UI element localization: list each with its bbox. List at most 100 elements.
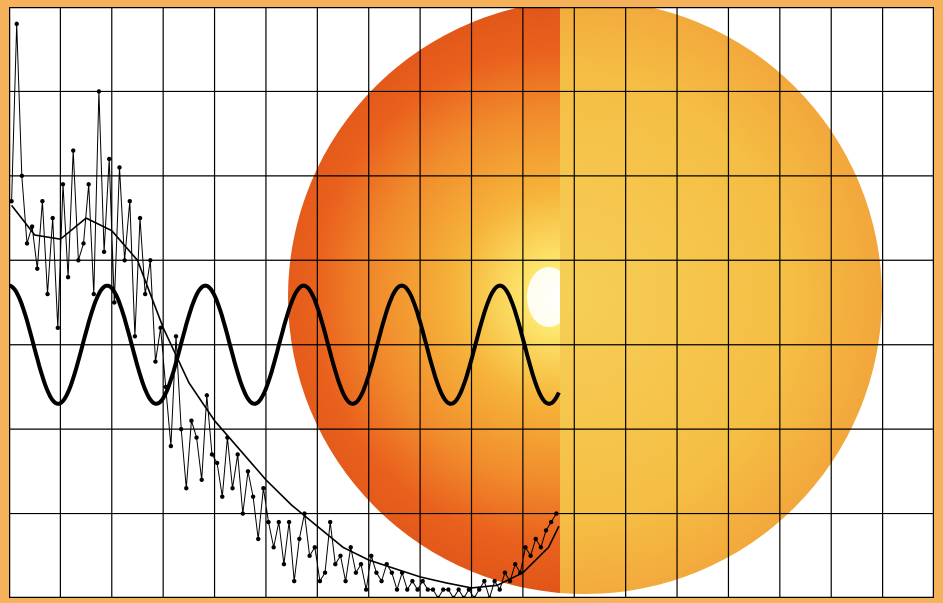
noisy-series-point <box>548 519 554 525</box>
noisy-series-point <box>415 587 420 592</box>
noisy-series-point <box>194 435 199 440</box>
noisy-series-point <box>81 241 86 246</box>
noisy-series-point <box>101 249 107 255</box>
noisy-series-point <box>45 291 50 297</box>
noisy-series-point <box>523 545 528 550</box>
noisy-series-point <box>148 258 153 263</box>
noisy-series-point <box>482 578 487 584</box>
noisy-series-point <box>29 224 35 229</box>
noisy-series-point <box>297 536 302 542</box>
noisy-series-point <box>250 494 256 499</box>
noisy-series-point <box>199 477 204 482</box>
noisy-series-point <box>276 519 281 525</box>
noisy-series-point <box>425 587 431 592</box>
noisy-series-point <box>369 553 374 558</box>
noisy-series-point <box>379 578 384 584</box>
noisy-series-point <box>153 359 158 364</box>
noisy-series-point <box>446 587 451 592</box>
noisy-series-point <box>9 198 14 204</box>
noisy-series-point <box>65 274 71 280</box>
sun-disk <box>288 7 882 594</box>
noisy-series-point <box>204 393 210 398</box>
noisy-series-point <box>137 215 143 221</box>
noisy-series-point <box>353 570 359 575</box>
noisy-series-point <box>220 494 225 499</box>
noisy-series-point <box>333 562 338 567</box>
noisy-series-point <box>292 578 297 584</box>
trend-series-line <box>10 204 560 589</box>
noisy-series-point <box>343 578 348 584</box>
noisy-series-point <box>24 241 30 246</box>
noisy-series-point <box>261 486 266 491</box>
noisy-series-point <box>348 545 353 550</box>
noisy-series-point <box>107 156 112 162</box>
noisy-series-point <box>112 300 117 305</box>
sine-series-line <box>9 283 561 406</box>
noisy-series-point <box>410 578 415 584</box>
noisy-series-point <box>117 165 122 170</box>
noisy-series-point <box>538 545 544 550</box>
noisy-series-point <box>86 182 91 187</box>
sun-texture <box>288 7 882 594</box>
noisy-series-point <box>286 519 292 525</box>
noisy-series-point <box>189 418 194 423</box>
noisy-series-point <box>40 198 45 204</box>
noisy-series-point <box>122 258 127 263</box>
noisy-series-point <box>374 570 379 575</box>
noisy-series-point <box>209 452 215 457</box>
noisy-series-point <box>266 519 271 525</box>
noisy-series-point <box>240 511 246 516</box>
noisy-series-point <box>358 562 364 567</box>
noisy-series-point <box>477 587 482 592</box>
noisy-series-point <box>456 587 461 592</box>
noisy-series-point <box>420 578 425 584</box>
noisy-series-point <box>71 148 76 153</box>
noisy-series-point <box>394 587 400 592</box>
noisy-series-point <box>76 258 81 263</box>
noisy-series-point <box>430 587 436 592</box>
noisy-series-point <box>96 89 102 94</box>
noisy-series-point <box>127 198 132 204</box>
noisy-series-point <box>142 291 148 297</box>
noisy-series-point <box>502 570 508 575</box>
noisy-series-point <box>543 528 549 533</box>
series-layer <box>9 21 561 598</box>
noisy-series-point <box>50 215 55 221</box>
noisy-series-point <box>497 587 502 592</box>
noisy-series-point <box>91 291 96 297</box>
noisy-series-point <box>441 587 446 592</box>
noisy-series-point <box>363 587 369 592</box>
noisy-series-point <box>533 536 538 542</box>
noisy-series-point <box>317 578 323 584</box>
noisy-series-point <box>256 536 261 542</box>
noisy-series-point <box>512 562 518 567</box>
noisy-series-point <box>55 325 61 331</box>
noisy-series-point <box>554 511 559 516</box>
plot-area <box>9 7 934 598</box>
noisy-series-point <box>322 570 328 575</box>
noisy-series-point <box>35 266 40 271</box>
noisy-series-point <box>60 182 66 187</box>
noisy-series-point <box>132 334 138 339</box>
noisy-series-point <box>405 587 410 592</box>
noisy-series-point <box>19 173 25 179</box>
noisy-series-point <box>178 426 184 432</box>
sun-core <box>527 267 560 327</box>
noisy-series-point <box>184 486 189 491</box>
noisy-series-point <box>271 545 276 550</box>
noisy-series-point <box>492 578 497 584</box>
noisy-series-point <box>389 570 395 575</box>
noisy-series-point <box>281 562 287 567</box>
noisy-series-point <box>327 519 333 525</box>
noisy-series-point <box>214 460 220 466</box>
noisy-series-point <box>528 553 533 558</box>
noisy-series-point <box>245 469 251 474</box>
noisy-series-point <box>312 545 317 550</box>
noisy-series-point <box>466 587 472 592</box>
noisy-series-point <box>230 486 235 491</box>
noisy-series-point <box>173 334 179 339</box>
noisy-series-point <box>158 325 163 331</box>
noisy-series-point <box>14 21 19 27</box>
noisy-series-point <box>168 443 174 449</box>
